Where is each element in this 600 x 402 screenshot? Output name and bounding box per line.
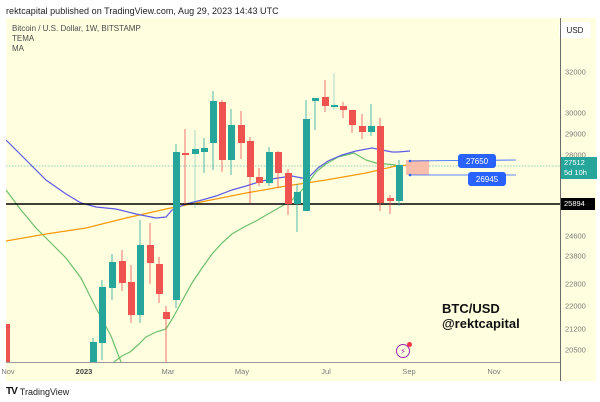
candlestick-chart: [6, 73, 560, 362]
price-tick: 32000: [565, 67, 586, 77]
current-price-tag: 27512 5d 10h: [561, 157, 597, 179]
bar-countdown: 5d 10h: [564, 168, 587, 177]
price-tick: 21200: [565, 324, 586, 334]
brand-name[interactable]: TradingView: [19, 386, 70, 397]
time-tick: May: [234, 367, 250, 376]
time-tick-year: 2023: [75, 367, 93, 376]
price-tick: 23800: [565, 251, 586, 261]
indicator-ma[interactable]: MA: [12, 44, 24, 53]
time-tick: Nov: [1, 367, 15, 376]
time-tick: Jul: [321, 367, 331, 376]
plot-area[interactable]: Bitcoin / U.S. Dollar, 1W, BITSTAMP TEMA…: [6, 18, 560, 362]
level-price-tag: 25894: [561, 198, 595, 210]
price-tick: 28000: [565, 150, 586, 160]
lightning-event-icon[interactable]: ⚡: [396, 342, 412, 358]
indicator-tema[interactable]: TEMA: [12, 34, 35, 43]
candles: [6, 73, 403, 362]
watermark-line-2: @rektcapital: [442, 316, 520, 331]
price-tick: 29000: [565, 129, 586, 139]
price-tick: 22000: [565, 301, 586, 311]
price-label-upper[interactable]: 27650: [458, 154, 496, 168]
time-tick: Nov: [487, 367, 501, 376]
price-tick: 22800: [565, 279, 586, 289]
tradingview-logo-icon[interactable]: TV: [6, 386, 18, 397]
chart-frame: Bitcoin / U.S. Dollar, 1W, BITSTAMP TEMA…: [1, 18, 597, 381]
symbol-title[interactable]: Bitcoin / U.S. Dollar, 1W, BITSTAMP: [12, 24, 141, 33]
notification-dot: [407, 342, 412, 347]
time-tick: Sep: [402, 367, 416, 376]
time-axis[interactable]: Nov 2023 Mar May Jul Sep Nov: [1, 362, 560, 381]
current-price: 27512: [564, 158, 585, 167]
price-tick: 30000: [565, 108, 586, 118]
price-tick: 24600: [565, 231, 586, 241]
price-axis[interactable]: 32000 30000 29000 28000 27512 5d 10h 258…: [560, 18, 597, 381]
time-tick: Mar: [161, 367, 175, 376]
price-label-lower[interactable]: 26945: [468, 172, 506, 186]
watermark-line-1: BTC/USD: [442, 301, 500, 316]
footer: TV TradingView: [6, 386, 69, 397]
published-line: rektcapital published on TradingView.com…: [6, 6, 279, 16]
chart-legend: Bitcoin / U.S. Dollar, 1W, BITSTAMP TEMA…: [12, 24, 141, 54]
currency-button[interactable]: USD: [559, 22, 591, 38]
watermark: BTC/USD @rektcapital: [442, 301, 520, 331]
price-tick: 20500: [565, 345, 586, 355]
